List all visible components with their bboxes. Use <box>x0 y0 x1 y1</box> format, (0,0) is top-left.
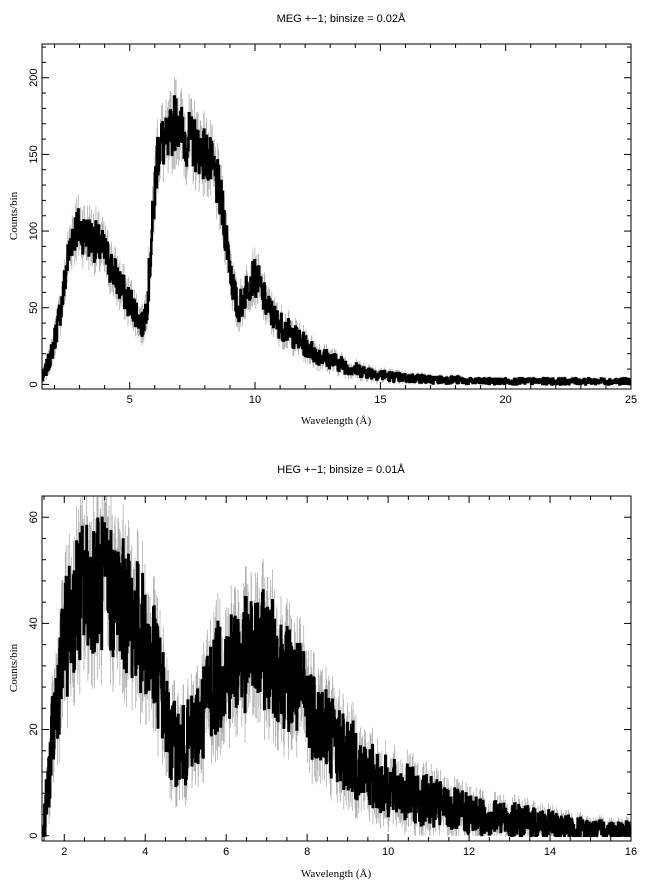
y-tick-label: 40 <box>28 617 40 629</box>
x-tick-label: 12 <box>463 846 475 858</box>
heg-data-layer <box>42 496 631 837</box>
x-tick-label: 6 <box>223 846 229 858</box>
x-tick-label: 4 <box>142 846 148 858</box>
meg-chart-title: MEG +−1; binsize = 0.02Å <box>277 12 406 25</box>
heg-y-axis-label: Counts/bin <box>8 643 20 692</box>
error-bars <box>42 496 631 836</box>
heg-plot-frame <box>41 495 632 842</box>
y-tick-label: 150 <box>28 145 40 163</box>
x-tick-label: 10 <box>249 394 261 406</box>
y-tick-label: 60 <box>28 511 40 523</box>
heg-spectrum-panel: HEG +−1; binsize = 0.01Å 2 4 6 8 10 12 14 16 0 20… <box>8 463 637 880</box>
x-tick-label: 16 <box>625 846 637 858</box>
y-tick-label: 20 <box>28 723 40 735</box>
y-tick-label: 200 <box>28 69 40 87</box>
meg-axis-ticks: 5 10 15 20 25 0 50 100 150 200 <box>28 44 637 406</box>
spectrum-histogram-line <box>42 95 631 386</box>
heg-chart-title: HEG +−1; binsize = 0.01Å <box>277 463 405 476</box>
y-tick-label: 100 <box>28 222 40 240</box>
y-tick-label: 0 <box>28 833 40 839</box>
y-tick-label: 50 <box>28 302 40 314</box>
x-tick-label: 8 <box>304 846 310 858</box>
y-tick-label: 0 <box>28 381 40 387</box>
x-tick-label: 25 <box>625 394 637 406</box>
heg-axis-ticks: 2 4 6 8 10 12 14 16 0 20 40 60 <box>28 495 637 858</box>
meg-x-axis-label: Wavelength (Å) <box>301 415 372 427</box>
meg-plot-frame <box>41 43 632 390</box>
x-tick-label: 10 <box>382 846 394 858</box>
x-tick-label: 14 <box>544 846 556 858</box>
meg-data-layer <box>42 76 631 386</box>
error-bars <box>42 76 631 385</box>
x-tick-label: 15 <box>374 394 386 406</box>
x-tick-label: 5 <box>127 394 133 406</box>
meg-y-axis-label: Counts/bin <box>8 191 20 240</box>
spectrum-histogram-line <box>42 516 631 837</box>
x-tick-label: 20 <box>500 394 512 406</box>
meg-spectrum-panel: MEG +−1; binsize = 0.02Å 5 10 15 20 25 0 50 100… <box>8 12 637 427</box>
x-tick-label: 2 <box>61 846 67 858</box>
heg-x-axis-label: Wavelength (Å) <box>301 868 372 880</box>
